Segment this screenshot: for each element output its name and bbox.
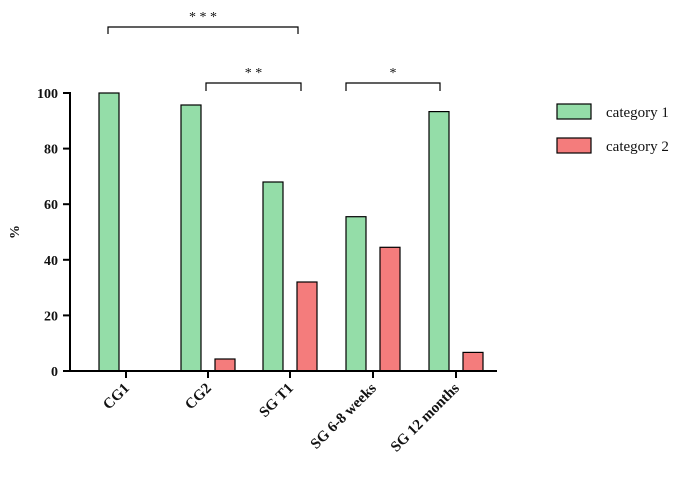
bar-category-2-cg2 [214, 358, 236, 372]
legend-label-category-1: category 1 [606, 105, 669, 121]
bar-category-2-sg-t1 [296, 281, 318, 372]
bar-category-1-cg1 [98, 92, 120, 372]
y-tick-label-0: 0 [51, 365, 58, 380]
bar-category-2-sg-12-months [462, 351, 484, 372]
significance-bracket-3 [345, 82, 441, 91]
significance-brackets: * * * * * * [107, 10, 441, 91]
x-tick-label-sg-12-months: SG 12 months [388, 380, 463, 455]
bar-category-2-sg-6-8-weeks [379, 246, 401, 372]
legend-swatch-category-1 [556, 103, 592, 120]
x-tick-label-cg1: CG1 [100, 381, 133, 414]
y-axis-label: % [8, 225, 23, 239]
y-tick-label-80: 80 [44, 143, 58, 158]
legend: category 1 category 2 [556, 103, 669, 155]
bar-category-1-sg-6-8-weeks [345, 216, 367, 372]
y-tick-label-60: 60 [44, 198, 58, 213]
x-tick-label-cg2: CG2 [182, 381, 215, 414]
x-tick-label-sg-6-8-weeks: SG 6-8 weeks [308, 380, 380, 452]
significance-label-3: * [390, 66, 397, 81]
y-tick-label-20: 20 [44, 309, 58, 324]
bar-category-1-sg-t1 [262, 181, 284, 372]
y-tick-label-40: 40 [44, 254, 58, 269]
bars [98, 92, 484, 372]
bar-category-1-sg-12-months [428, 110, 450, 372]
significance-label-2: * * [245, 66, 263, 81]
y-tick-label-100: 100 [37, 87, 58, 102]
bar-category-1-cg2 [180, 104, 202, 372]
significance-bracket-1 [107, 26, 299, 34]
significance-bracket-2 [205, 82, 302, 91]
legend-swatch-category-2 [556, 137, 592, 154]
significance-label-1: * * * [189, 10, 217, 25]
legend-label-category-2: category 2 [606, 139, 669, 155]
x-tick-label-sg-t1: SG T1 [257, 381, 297, 421]
